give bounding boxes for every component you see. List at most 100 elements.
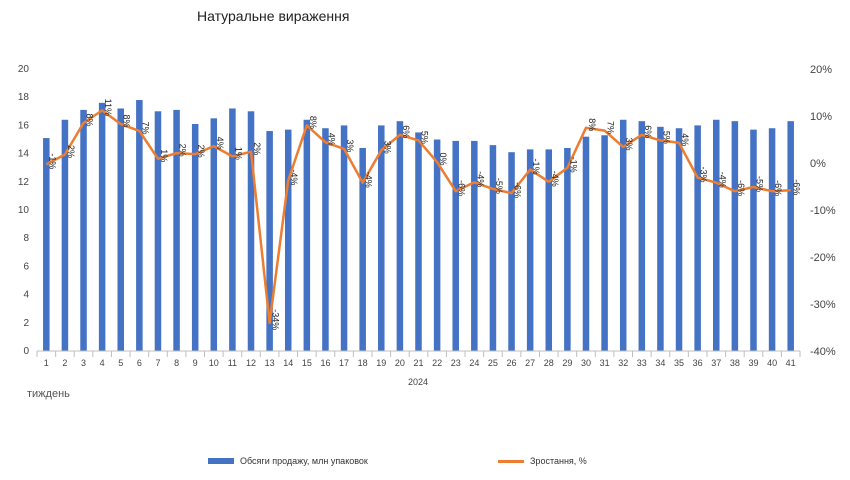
line-data-label-35: 4% [680, 133, 690, 146]
x-tick-label: 39 [748, 358, 758, 368]
x-tick-label: 23 [451, 358, 461, 368]
bar-29 [564, 147, 571, 351]
bar-38 [731, 121, 739, 351]
bar-1 [43, 138, 50, 351]
chart-title: Натуральне вираження [197, 8, 350, 24]
bar-2 [61, 119, 69, 351]
legend-label-line: Зростання, % [530, 456, 587, 466]
x-tick-label: 4 [100, 358, 105, 368]
line-data-label-10: 4% [215, 137, 225, 150]
x-tick-label: 8 [174, 358, 179, 368]
line-data-label-15: 8% [308, 116, 318, 129]
x-tick-label: 1 [44, 358, 49, 368]
y-left-tick-label: 2 [23, 318, 29, 329]
bar-33 [638, 121, 646, 351]
bar-31 [601, 135, 608, 351]
bar-6 [136, 100, 143, 352]
legend-line: Зростання, % [498, 456, 587, 466]
growth-line [45, 109, 791, 325]
y-left-tick-label: 0 [23, 346, 29, 357]
line-data-label-7: 1% [159, 149, 169, 162]
bar-10 [210, 118, 218, 351]
y-left-tick-label: 6 [23, 261, 29, 272]
x-tick-label: 16 [320, 358, 330, 368]
line-data-label-9: 2% [196, 145, 206, 158]
line-data-label-2: 2% [66, 145, 76, 158]
y-right-tick-label: -10% [810, 205, 836, 217]
x-tick-label: 28 [544, 358, 554, 368]
x-tick-label: 19 [376, 358, 386, 368]
bar-17 [340, 125, 348, 352]
line-data-label-23: -6% [457, 180, 467, 196]
x-tick-label: 38 [730, 358, 740, 368]
bar-16 [322, 128, 329, 351]
x-tick-label: 31 [600, 358, 610, 368]
bar-37 [712, 119, 720, 351]
line-data-label-12: 2% [252, 142, 262, 155]
bar-27 [526, 149, 534, 351]
x-tick-label: 3 [81, 358, 86, 368]
x-tick-label: 40 [767, 358, 777, 368]
x-tick-label: 34 [655, 358, 665, 368]
bar-39 [750, 129, 757, 351]
x-tick-label: 37 [711, 358, 721, 368]
y-left-tick-label: 14 [18, 149, 30, 160]
bar-36 [694, 125, 701, 352]
legend-bars: Обсяги продажу, млн упаковок [208, 456, 368, 466]
x-tick-label: 35 [674, 358, 684, 368]
line-data-label-25: -5% [494, 178, 504, 194]
line-data-label-30: 8% [587, 118, 597, 131]
line-data-label-17: 3% [345, 139, 355, 152]
x-tick-label: 25 [488, 358, 498, 368]
x-tick-label: 5 [118, 358, 123, 368]
x-axis: 1 2 3 4 5 6 7 8 9 10 11 12 13 14 15 16 17 18 19 20 21 22 23 24 2… [36, 350, 801, 368]
y-left-tick-label: 4 [23, 290, 29, 301]
bar-25 [489, 145, 497, 351]
legend-label-bars: Обсяги продажу, млн упаковок [240, 456, 368, 466]
bar-24 [471, 140, 478, 351]
bar-4 [98, 102, 106, 351]
line-data-label-21: 5% [420, 131, 430, 144]
x-tick-label: 30 [581, 358, 591, 368]
line-series [45, 109, 791, 325]
x-tick-label: 6 [137, 358, 142, 368]
x-tick-label: 22 [432, 358, 442, 368]
x-tick-label: 15 [302, 358, 312, 368]
line-data-label-19: 3% [382, 141, 392, 154]
y-right-tick-label: -20% [810, 252, 836, 264]
y-left-tick-label: 20 [18, 64, 30, 75]
x-tick-label: 24 [469, 358, 479, 368]
x-tick-label: 20 [395, 358, 405, 368]
line-data-label-3: 8% [85, 114, 95, 127]
line-data-label-24: -4% [475, 171, 485, 187]
bar-40 [768, 128, 776, 351]
x-tick-label: 26 [507, 358, 517, 368]
x-tick-label: 32 [618, 358, 628, 368]
bar-11 [229, 108, 236, 351]
x-tick-label: 2 [62, 358, 67, 368]
bar-14 [284, 129, 292, 351]
line-data-label-16: 4% [326, 133, 336, 146]
bar-5 [117, 108, 125, 351]
line-data-label-39: -5% [754, 176, 764, 192]
line-data-label-27: -1% [531, 159, 541, 175]
line-data-label-34: 5% [661, 131, 671, 144]
line-data-label-26: -6% [513, 182, 523, 198]
bar-13 [266, 131, 273, 351]
x-side-label: тиждень [27, 388, 70, 400]
x-tick-label: 14 [283, 358, 293, 368]
bar-35 [675, 128, 683, 351]
y-left-tick-label: 12 [18, 177, 30, 188]
bar-19 [378, 125, 385, 352]
bar-28 [545, 149, 553, 351]
x-tick-label: 29 [562, 358, 572, 368]
bar-20 [396, 121, 404, 351]
legend-swatch-bars [208, 458, 234, 464]
bar-32 [619, 119, 627, 351]
y-right-tick-label: -30% [810, 299, 836, 311]
bar-23 [452, 140, 459, 351]
bar-26 [508, 152, 515, 351]
line-data-labels: -1% 2% 8% 11% 8% 7% 1% 2% 2% 4% 1% 2% -34% -4% 8% 4% 3% -… [47, 99, 801, 331]
line-data-label-4: 11% [103, 99, 113, 116]
